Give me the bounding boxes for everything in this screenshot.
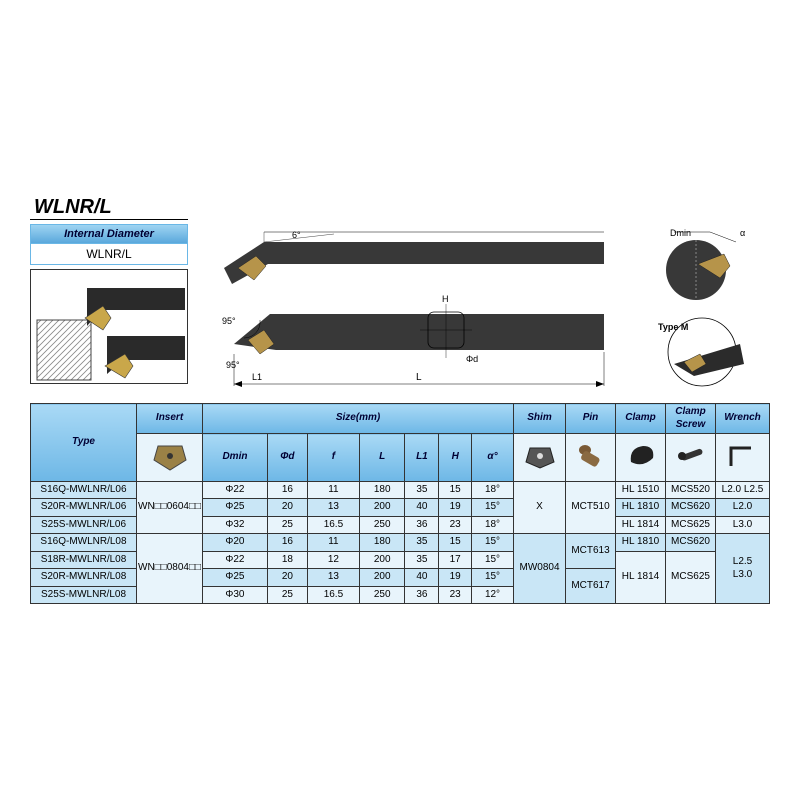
- clamp-image: [616, 434, 666, 482]
- spec-sheet: WLNR/L Internal Diameter WLNR/L: [30, 196, 770, 604]
- table-row: S16Q-MWLNR/L06 WN□□0604□□ Φ22 16 11 180 …: [31, 481, 770, 499]
- wrench-image: [716, 434, 770, 482]
- th-clamp: Clamp: [616, 404, 666, 434]
- angle-95b: 95°: [226, 360, 240, 370]
- th-phid: Φd: [267, 434, 307, 482]
- label-alpha: α: [740, 228, 745, 238]
- th-L1: L1: [405, 434, 439, 482]
- spec-table: Type Insert Size(mm) Shim Pin Clamp Clam…: [30, 403, 770, 604]
- screw-image: [666, 434, 716, 482]
- diagram-area: Internal Diameter WLNR/L: [30, 224, 770, 397]
- th-pin: Pin: [566, 404, 616, 434]
- th-size: Size(mm): [203, 404, 514, 434]
- label-H: H: [442, 294, 449, 304]
- main-title: WLNR/L: [30, 196, 188, 220]
- th-L: L: [359, 434, 405, 482]
- th-type: Type: [31, 404, 137, 482]
- info-header: Internal Diameter: [31, 225, 187, 244]
- th-screw: Clamp Screw: [666, 404, 716, 434]
- typem-diagram: Type M: [640, 310, 770, 390]
- th-dmin: Dmin: [203, 434, 268, 482]
- insert-diagram: [30, 269, 188, 384]
- insert-label-0: WN□□0604□□: [137, 481, 203, 534]
- th-a: α°: [472, 434, 514, 482]
- angle-95a: 95°: [222, 316, 236, 326]
- shim-image: [514, 434, 566, 482]
- insert-image-cell: [137, 434, 203, 482]
- label-phid: Φd: [466, 354, 478, 364]
- th-f: f: [307, 434, 359, 482]
- pin-image: [566, 434, 616, 482]
- type-cell: S16Q-MWLNR/L06: [31, 481, 137, 499]
- label-typem: Type M: [658, 322, 688, 332]
- insert-label-1: WN□□0804□□: [137, 534, 203, 604]
- table-row: S16Q-MWLNR/L08 WN□□0804□□ Φ20 16 11 180 …: [31, 534, 770, 552]
- label-dmin: Dmin: [670, 228, 691, 238]
- th-shim: Shim: [514, 404, 566, 434]
- info-box: Internal Diameter WLNR/L: [30, 224, 188, 265]
- info-body: WLNR/L: [31, 244, 187, 264]
- dmin-diagram: Dmin α: [640, 224, 770, 304]
- label-L: L: [416, 372, 422, 383]
- th-H: H: [439, 434, 472, 482]
- th-wrench: Wrench: [716, 404, 770, 434]
- th-insert: Insert: [137, 404, 203, 434]
- technical-drawing: 6° 95° 95° L1 H Φd: [194, 224, 634, 392]
- label-L1: L1: [252, 372, 262, 382]
